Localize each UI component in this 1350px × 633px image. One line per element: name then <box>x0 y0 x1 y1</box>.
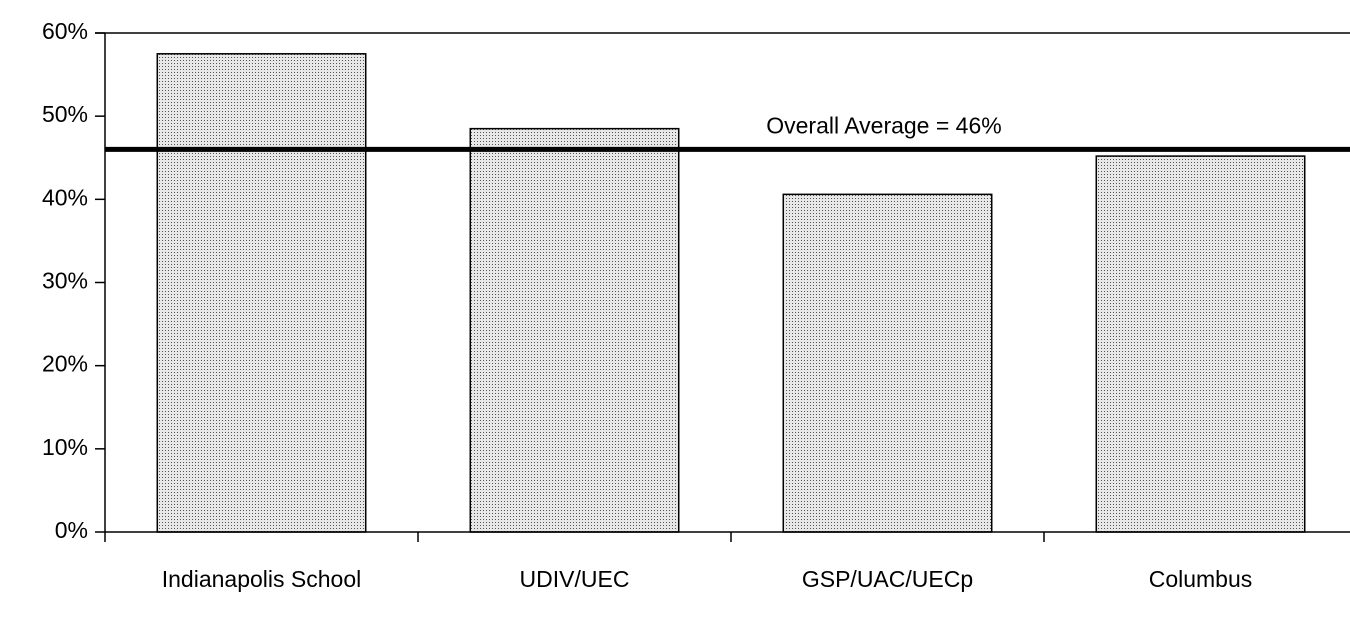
y-tick-label: 50% <box>42 101 88 127</box>
x-tick-label: Columbus <box>1148 566 1253 592</box>
x-tick-label: GSP/UAC/UECp <box>801 566 974 592</box>
bar <box>1095 155 1306 533</box>
y-tick-label: 40% <box>42 184 88 210</box>
bar <box>782 193 993 533</box>
x-tick-label: UDIV/UEC <box>519 566 630 592</box>
y-tick-label: 10% <box>42 434 88 460</box>
y-tick-label: 30% <box>42 268 88 294</box>
bar <box>469 127 680 533</box>
x-tick-label: Indianapolis School <box>161 566 362 592</box>
y-tick-label: 20% <box>42 351 88 377</box>
reference-label: Overall Average = 46% <box>766 113 1001 139</box>
y-tick-label: 0% <box>55 517 88 543</box>
y-tick-label: 60% <box>42 18 88 44</box>
bar <box>156 53 367 533</box>
